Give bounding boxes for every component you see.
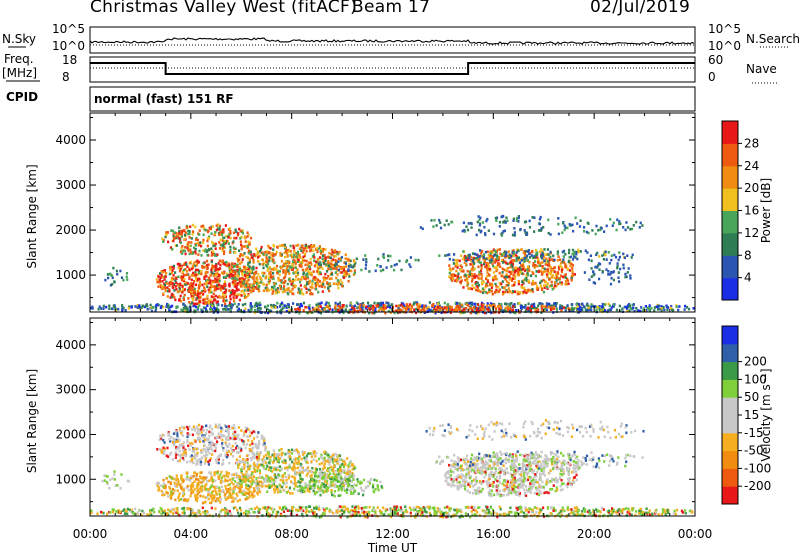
y-tick-label: 3000: [55, 178, 86, 192]
cpid-panel-frame: [89, 86, 696, 112]
freq-panel-frame: [89, 56, 696, 83]
colorbar-tick-label: -100: [744, 461, 771, 475]
x-tick-label: 04:00: [174, 527, 209, 541]
colorbar-tick-label: 28: [744, 136, 759, 150]
colorbar-cell: [722, 326, 738, 345]
station-title: Christmas Valley West (fitACF): [90, 0, 358, 17]
colorbar-cell: [722, 361, 738, 380]
colorbar-label: Velocity [m s⁻¹]: [759, 368, 773, 461]
date-label: 02/Jul/2019: [590, 0, 691, 17]
colorbar-cell: [722, 468, 738, 487]
colorbar-cell: [722, 255, 738, 279]
colorbar-tick-label: -200: [744, 479, 771, 493]
colorbar-cell: [722, 486, 738, 505]
colorbar-tick-label: 50: [744, 390, 759, 404]
x-tick-label: 00:00: [73, 527, 108, 541]
nsky-label: N.Sky: [2, 32, 36, 46]
nave-tick-top: 60: [708, 53, 723, 67]
colorbar-tick-label: 12: [744, 226, 759, 240]
colorbar-cell: [722, 210, 738, 234]
colorbar-tick-label: 16: [744, 204, 759, 218]
y-tick-label: 1000: [55, 472, 86, 486]
freq-tick-top: 18: [62, 53, 77, 67]
colorbar-tick-label: 100: [744, 372, 767, 386]
frequency-line: [90, 62, 695, 75]
power-heatmap: [90, 214, 695, 315]
colorbar-cell: [722, 277, 738, 301]
y-axis-label: Slant Range [km]: [25, 164, 39, 268]
colorbar-label: Power [dB]: [759, 178, 773, 243]
colorbar-cell: [722, 450, 738, 469]
velocity-heatmap: [90, 419, 694, 519]
search-tick-top: 10^5: [708, 22, 741, 36]
colorbar-tick-label: 24: [744, 159, 759, 173]
colorbar-tick-label: -15: [744, 426, 764, 440]
y-tick-label: 1000: [55, 268, 86, 282]
colorbar-cell: [722, 232, 738, 256]
search-tick-bottom: 10^0: [708, 39, 741, 53]
colorbar-cell: [722, 188, 738, 211]
noise-sky-line: [89, 37, 695, 45]
colorbar-tick-label: 15: [744, 408, 759, 422]
sky-tick-bottom: 10^0: [52, 39, 85, 53]
x-tick-label: 20:00: [577, 527, 612, 541]
y-tick-label: 4000: [55, 338, 86, 352]
colorbar-cell: [722, 121, 738, 144]
x-tick-label: 00:00: [678, 527, 713, 541]
freq-label-2: [MHz]: [2, 66, 37, 80]
freq-label-1: Freq.: [4, 52, 34, 66]
freq-tick-bottom: 8: [62, 70, 70, 84]
y-axis-label: Slant Range [km]: [25, 369, 39, 473]
colorbar-tick-label: -50: [744, 444, 764, 458]
colorbar-cell: [722, 143, 738, 167]
colorbar-cell: [722, 432, 738, 452]
x-axis-label: Time UT: [367, 541, 418, 554]
y-tick-label: 2000: [55, 427, 86, 441]
noise-panel-frame: [89, 26, 696, 54]
power-panel-frame: [89, 112, 696, 313]
beam-label: Beam 17: [352, 0, 431, 17]
x-tick-label: 08:00: [274, 527, 309, 541]
sky-tick-top: 10^5: [52, 22, 85, 36]
colorbar-tick-label: 8: [744, 248, 752, 262]
cpid-label: CPID: [6, 90, 38, 104]
colorbar-tick-label: 200: [744, 355, 767, 369]
nsearch-label: N.Search: [746, 32, 800, 46]
x-tick-label: 12:00: [375, 527, 410, 541]
x-tick-label: 16:00: [476, 527, 511, 541]
colorbar-cell: [722, 379, 738, 398]
power-colorbar: 4 8 12 16 20 24 28 Power [dB]: [721, 120, 773, 301]
colorbar-cell: [722, 397, 738, 416]
nave-tick-bottom: 0: [708, 70, 716, 84]
y-tick-label: 2000: [55, 223, 86, 237]
colorbar-cell: [722, 343, 738, 363]
y-tick-label: 3000: [55, 383, 86, 397]
y-tick-label: 4000: [55, 133, 86, 147]
cpid-text: normal (fast) 151 RF: [94, 92, 234, 106]
colorbar-cell: [722, 165, 738, 189]
nave-label: Nave: [746, 62, 777, 76]
colorbar-tick-label: 4: [744, 271, 752, 285]
colorbar-tick-label: 20: [744, 181, 759, 195]
colorbar-cell: [722, 415, 738, 434]
